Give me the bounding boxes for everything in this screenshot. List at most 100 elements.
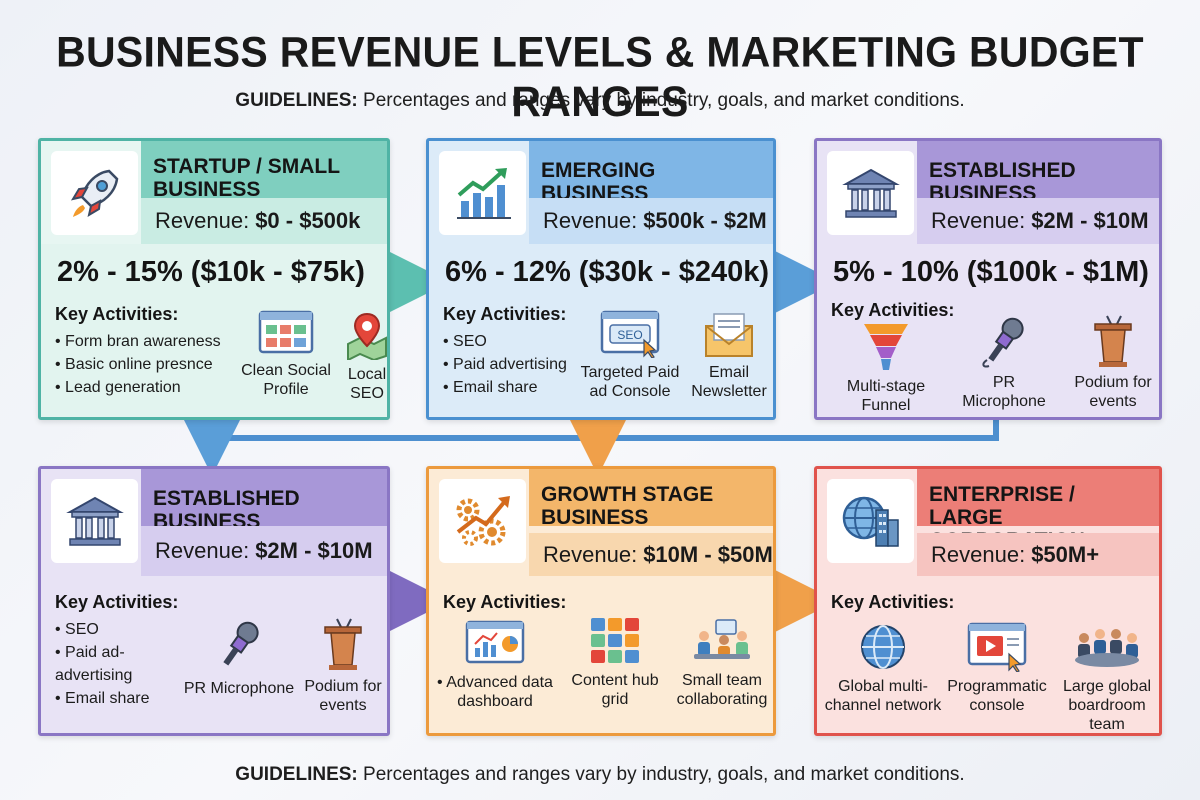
tool-label: • Advanced data dashboard xyxy=(437,674,553,710)
card-enterprise: ENTERPRISE / LARGE CORPORATION Revenue: … xyxy=(814,466,1162,736)
budget-range: 5% - 10% ($100k - $1M) xyxy=(833,256,1149,288)
tool-label: Email Newsletter xyxy=(691,364,767,400)
revenue-label: Revenue: xyxy=(155,208,250,233)
tool-label: PR Microphone xyxy=(962,374,1046,410)
team-icon xyxy=(694,619,750,659)
seo-text: SEO xyxy=(617,328,642,342)
stage-band xyxy=(141,141,387,198)
tool-email-newsletter: Email Newsletter xyxy=(683,310,773,401)
growth-chart-icon xyxy=(439,151,526,235)
stage-name: STARTUP / SMALL BUSINESS xyxy=(153,155,340,201)
guidelines-subtitle: GUIDELINES: Percentages and ranges vary … xyxy=(0,90,1200,112)
tool-label: Large global boardroom team xyxy=(1062,678,1152,733)
tool-data-dashboard: • Advanced data dashboard xyxy=(435,620,555,711)
stage-band xyxy=(917,469,1159,526)
revenue-label: Revenue: xyxy=(543,208,638,233)
activities-list: SEO Paid ad-advertising Email share xyxy=(55,618,165,710)
tool-label: Podium for events xyxy=(304,678,382,714)
tool-paid-ad-console: SEO Targeted Paid ad Console xyxy=(575,310,685,401)
social-profile-icon xyxy=(258,310,314,354)
dashboard-icon xyxy=(465,620,525,664)
revenue-bar: Revenue: $500k - $2M xyxy=(529,198,773,244)
revenue-label: Revenue: xyxy=(155,538,250,563)
tool-content-hub: Content hub grid xyxy=(565,616,665,709)
content-grid-icon xyxy=(591,618,639,663)
envelope-icon xyxy=(705,313,753,357)
card-established-bottom: ESTABLISHED BUSINESS Revenue: $2M - $10M… xyxy=(38,466,390,736)
guidelines-footer: GUIDELINES: Percentages and ranges vary … xyxy=(0,764,1200,786)
card-header: EMERGING BUSINESS Revenue: $500k - $2M xyxy=(429,141,773,244)
card-established-top: ESTABLISHED BUSINESS Revenue: $2M - $10M… xyxy=(814,138,1162,420)
revenue-value: $2M - $10M xyxy=(1031,208,1149,233)
guidelines-text: Percentages and ranges vary by industry,… xyxy=(363,90,965,111)
tool-label: PR Microphone xyxy=(183,680,295,697)
card-header: STARTUP / SMALL BUSINESS Revenue: $0 - $… xyxy=(41,141,387,244)
tool-social-profile: Clean Social Profile xyxy=(231,310,341,399)
revenue-bar: Revenue: $2M - $10M xyxy=(141,526,387,576)
revenue-value: $500k - $2M xyxy=(643,208,767,233)
revenue-value: $2M - $10M xyxy=(255,538,373,563)
boardroom-icon xyxy=(1075,629,1139,667)
tool-label: Content hub grid xyxy=(571,672,659,708)
revenue-label: Revenue: xyxy=(931,208,1026,233)
card-emerging: EMERGING BUSINESS Revenue: $500k - $2M 6… xyxy=(426,138,776,420)
key-activities-title: Key Activities: xyxy=(443,304,567,324)
guidelines-label: GUIDELINES: xyxy=(235,764,358,785)
gears-growth-icon xyxy=(439,479,526,563)
tool-label: Programmatic console xyxy=(947,678,1047,714)
key-activities-title: Key Activities: xyxy=(443,592,567,612)
activity-item: Email share xyxy=(55,687,165,710)
microphone-icon xyxy=(982,317,1024,368)
key-activities-title: Key Activities: xyxy=(55,304,179,324)
budget-range: 2% - 15% ($10k - $75k) xyxy=(57,256,365,288)
map-pin-icon xyxy=(347,312,387,362)
tool-pr-microphone: PR Microphone xyxy=(949,314,1059,411)
activity-item: Form bran awareness xyxy=(55,330,221,353)
stage-band xyxy=(529,141,773,198)
key-activities-title: Key Activities: xyxy=(55,592,179,612)
funnel-icon xyxy=(864,324,908,370)
stage-band xyxy=(917,141,1159,198)
guidelines-label: GUIDELINES: xyxy=(235,90,358,111)
tool-podium: Podium for events xyxy=(1063,314,1159,411)
card-growth: GROWTH STAGE BUSINESS Revenue: $10M - $5… xyxy=(426,466,776,736)
bank-building-icon xyxy=(827,151,914,235)
activity-item: Basic online presnce xyxy=(55,353,221,376)
card-header: ESTABLISHED BUSINESS Revenue: $2M - $10M xyxy=(41,469,387,576)
card-startup: STARTUP / SMALL BUSINESS Revenue: $0 - $… xyxy=(38,138,390,420)
activity-item: Paid ad-advertising xyxy=(55,641,165,687)
programmatic-console-icon xyxy=(967,622,1027,673)
card-body: 6% - 12% ($30k - $240k) Key Activities: … xyxy=(429,244,773,417)
budget-range: 6% - 12% ($30k - $240k) xyxy=(445,256,770,288)
tool-label: Local SEO xyxy=(347,366,387,402)
tool-global-network: Global multi-channel network xyxy=(821,622,945,715)
revenue-value: $10M - $50M xyxy=(643,541,773,567)
activities-list: Form bran awareness Basic online presnce… xyxy=(55,330,221,399)
revenue-bar: Revenue: $50M+ xyxy=(917,533,1159,576)
tool-programmatic-console: Programmatic console xyxy=(943,622,1051,715)
tool-pr-microphone: PR Microphone xyxy=(179,616,299,698)
revenue-bar: Revenue: $10M - $50M xyxy=(529,533,773,576)
tool-label: Global multi-channel network xyxy=(824,678,942,714)
tool-local-seo: Local SEO xyxy=(335,310,387,403)
card-header: ESTABLISHED BUSINESS Revenue: $2M - $10M xyxy=(817,141,1159,244)
activity-item: SEO xyxy=(55,618,165,641)
revenue-value: $0 - $500k xyxy=(255,208,361,233)
card-header: ENTERPRISE / LARGE CORPORATION Revenue: … xyxy=(817,469,1159,576)
key-activities-title: Key Activities: xyxy=(831,300,955,320)
tool-multistage-funnel: Multi-stage Funnel xyxy=(831,320,941,415)
revenue-label: Revenue: xyxy=(543,541,638,567)
podium-icon xyxy=(1094,315,1132,367)
tool-label: Clean Social Profile xyxy=(241,362,331,398)
activity-item: Email share xyxy=(443,376,567,399)
revenue-bar: Revenue: $2M - $10M xyxy=(917,198,1159,244)
microphone-icon xyxy=(223,621,259,666)
seo-console-icon: SEO xyxy=(600,310,660,359)
tool-label: Podium for events xyxy=(1074,374,1152,410)
globe-icon xyxy=(861,625,905,669)
rocket-icon xyxy=(51,151,138,235)
stage-name: GROWTH STAGE BUSINESS xyxy=(541,483,714,529)
podium-icon xyxy=(324,618,362,670)
activity-item: SEO xyxy=(443,330,567,353)
activity-item: Lead generation xyxy=(55,376,221,399)
